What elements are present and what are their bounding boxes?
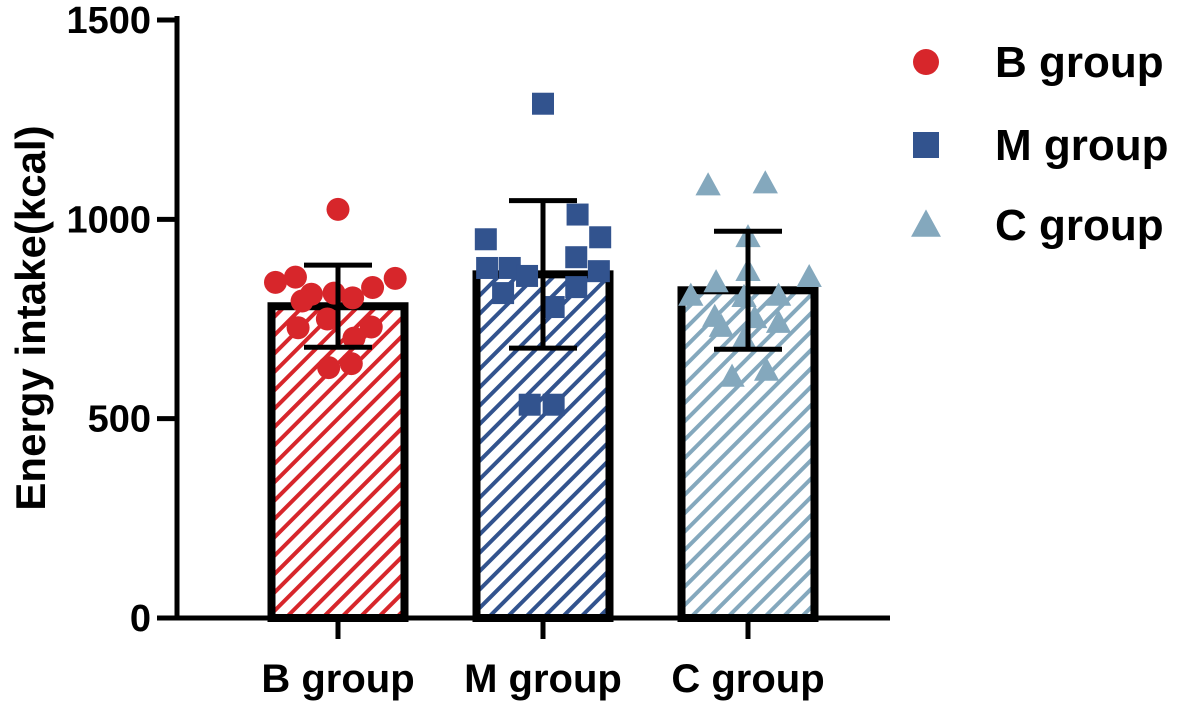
data-point-2-1 xyxy=(532,92,554,115)
data-point-3-5 xyxy=(703,269,729,293)
legend-label-3: C group xyxy=(995,201,1164,250)
data-point-2-4 xyxy=(589,226,612,249)
data-point-3-1 xyxy=(695,172,721,196)
error-bars xyxy=(304,198,782,352)
data-point-2-13 xyxy=(518,393,541,416)
x-tick-label-3: C group xyxy=(671,657,824,701)
legend: B group M group C group xyxy=(911,38,1169,250)
legend-label-1: B group xyxy=(995,38,1164,87)
data-point-1-1 xyxy=(263,270,287,294)
y-tick-label-4: 1500 xyxy=(66,0,151,42)
data-point-3-6 xyxy=(796,263,822,288)
data-point-3-13 xyxy=(708,313,735,337)
data-point-2-11 xyxy=(565,276,588,299)
legend-item-3: C group xyxy=(911,201,1164,250)
data-point-1-5 xyxy=(361,276,385,300)
data-point-2-9 xyxy=(587,260,610,283)
legend-item-2: M group xyxy=(913,121,1169,170)
data-point-1-12 xyxy=(286,316,310,340)
data-point-2-3 xyxy=(474,228,497,251)
data-point-3-15 xyxy=(719,363,745,387)
data-point-1-10 xyxy=(315,307,339,331)
data-point-1-9 xyxy=(290,289,314,313)
legend-marker-1 xyxy=(913,49,939,75)
y-axis-label: Energy intake(kcal) xyxy=(7,125,54,510)
data-point-2-14 xyxy=(542,393,565,416)
data-point-1-2 xyxy=(283,265,307,289)
y-tick-label-2: 500 xyxy=(88,399,151,441)
legend-marker-3 xyxy=(911,209,941,237)
data-point-1-3 xyxy=(326,197,350,221)
data-point-3-7 xyxy=(678,282,704,306)
data-point-1-4 xyxy=(383,266,407,290)
bar-1 xyxy=(267,302,409,622)
data-point-2-8 xyxy=(516,264,539,287)
data-point-1-14 xyxy=(317,356,341,380)
data-point-2-2 xyxy=(566,203,589,226)
data-point-2-6 xyxy=(476,256,499,279)
data-point-3-2 xyxy=(752,170,778,194)
data-point-3-16 xyxy=(753,357,780,381)
x-tick-label-1: B group xyxy=(261,657,414,701)
data-point-1-8 xyxy=(341,286,365,310)
data-point-3-12 xyxy=(765,309,792,333)
data-point-2-10 xyxy=(492,282,515,305)
x-tick-label-2: M group xyxy=(464,657,622,701)
data-point-1-15 xyxy=(339,352,363,376)
legend-label-2: M group xyxy=(995,121,1169,170)
y-tick-label-1: 0 xyxy=(130,598,151,640)
data-point-2-7 xyxy=(498,256,521,279)
data-point-2-12 xyxy=(542,296,565,319)
y-tick-label-3: 1000 xyxy=(66,199,151,241)
data-point-2-5 xyxy=(565,246,588,269)
legend-item-1: B group xyxy=(913,38,1164,87)
data-point-1-13 xyxy=(342,326,366,350)
legend-marker-2 xyxy=(913,132,939,158)
axes: 0 500 1000 1500 B group M group C group xyxy=(66,0,890,701)
data-point-1-11 xyxy=(359,315,383,339)
data-point-3-9 xyxy=(765,282,792,306)
